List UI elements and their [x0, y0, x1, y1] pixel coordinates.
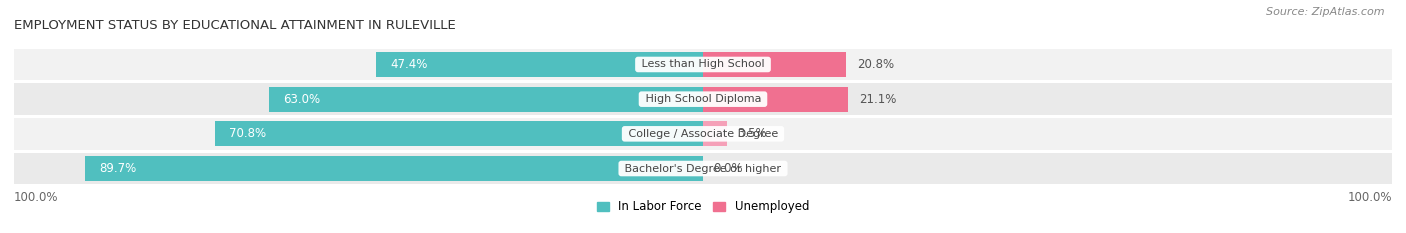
Text: 21.1%: 21.1% — [859, 93, 896, 106]
Bar — [377, 52, 703, 77]
Text: 89.7%: 89.7% — [98, 162, 136, 175]
Text: 47.4%: 47.4% — [391, 58, 427, 71]
Bar — [14, 83, 1392, 115]
Text: 0.0%: 0.0% — [713, 162, 742, 175]
Text: 100.0%: 100.0% — [14, 191, 59, 204]
Text: 70.8%: 70.8% — [229, 127, 266, 140]
Bar — [14, 48, 1392, 80]
Text: Less than High School: Less than High School — [638, 59, 768, 69]
Text: EMPLOYMENT STATUS BY EDUCATIONAL ATTAINMENT IN RULEVILLE: EMPLOYMENT STATUS BY EDUCATIONAL ATTAINM… — [14, 19, 456, 31]
Text: High School Diploma: High School Diploma — [641, 94, 765, 104]
Legend: In Labor Force, Unemployed: In Labor Force, Unemployed — [592, 195, 814, 218]
Bar — [703, 87, 848, 112]
Bar — [215, 121, 703, 146]
Text: 3.5%: 3.5% — [738, 127, 768, 140]
Text: 20.8%: 20.8% — [856, 58, 894, 71]
Text: Source: ZipAtlas.com: Source: ZipAtlas.com — [1267, 7, 1385, 17]
Bar — [84, 156, 703, 181]
Bar — [269, 87, 703, 112]
Text: 63.0%: 63.0% — [283, 93, 321, 106]
Text: 100.0%: 100.0% — [1347, 191, 1392, 204]
Text: Bachelor's Degree or higher: Bachelor's Degree or higher — [621, 164, 785, 174]
Bar — [703, 52, 846, 77]
Text: College / Associate Degree: College / Associate Degree — [624, 129, 782, 139]
Bar — [14, 118, 1392, 150]
Bar — [14, 153, 1392, 185]
Bar — [703, 121, 727, 146]
